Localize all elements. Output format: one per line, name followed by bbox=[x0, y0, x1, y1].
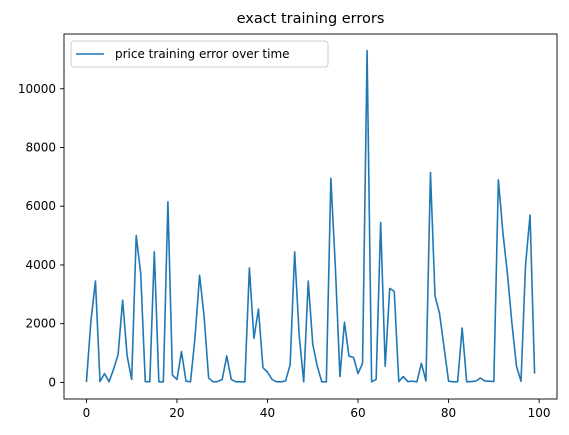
y-tick-label: 8000 bbox=[25, 140, 56, 154]
y-tick-label: 2000 bbox=[25, 317, 56, 331]
legend-box bbox=[70, 40, 329, 68]
x-tick-label: 0 bbox=[83, 406, 91, 420]
y-tick-label: 6000 bbox=[25, 199, 56, 213]
x-tick-label: 100 bbox=[528, 406, 551, 420]
series-layer bbox=[85, 49, 536, 383]
x-tick-label: 60 bbox=[350, 406, 365, 420]
y-tick-label: 0 bbox=[48, 375, 56, 389]
y-axis: 0 2000 4000 6000 8000 10000 bbox=[18, 82, 64, 389]
plot-frame bbox=[63, 33, 558, 400]
y-tick-label: 4000 bbox=[25, 258, 56, 272]
x-axis: 0 20 40 60 80 100 bbox=[83, 399, 551, 420]
legend-label: price training error over time bbox=[115, 47, 290, 61]
series-line-0 bbox=[85, 49, 536, 383]
y-tick-label: 10000 bbox=[18, 82, 56, 96]
legend: price training error over time bbox=[70, 40, 329, 68]
x-tick-label: 40 bbox=[260, 406, 275, 420]
x-tick-label: 80 bbox=[441, 406, 456, 420]
x-tick-label: 20 bbox=[169, 406, 184, 420]
chart-title: exact training errors bbox=[237, 11, 385, 27]
